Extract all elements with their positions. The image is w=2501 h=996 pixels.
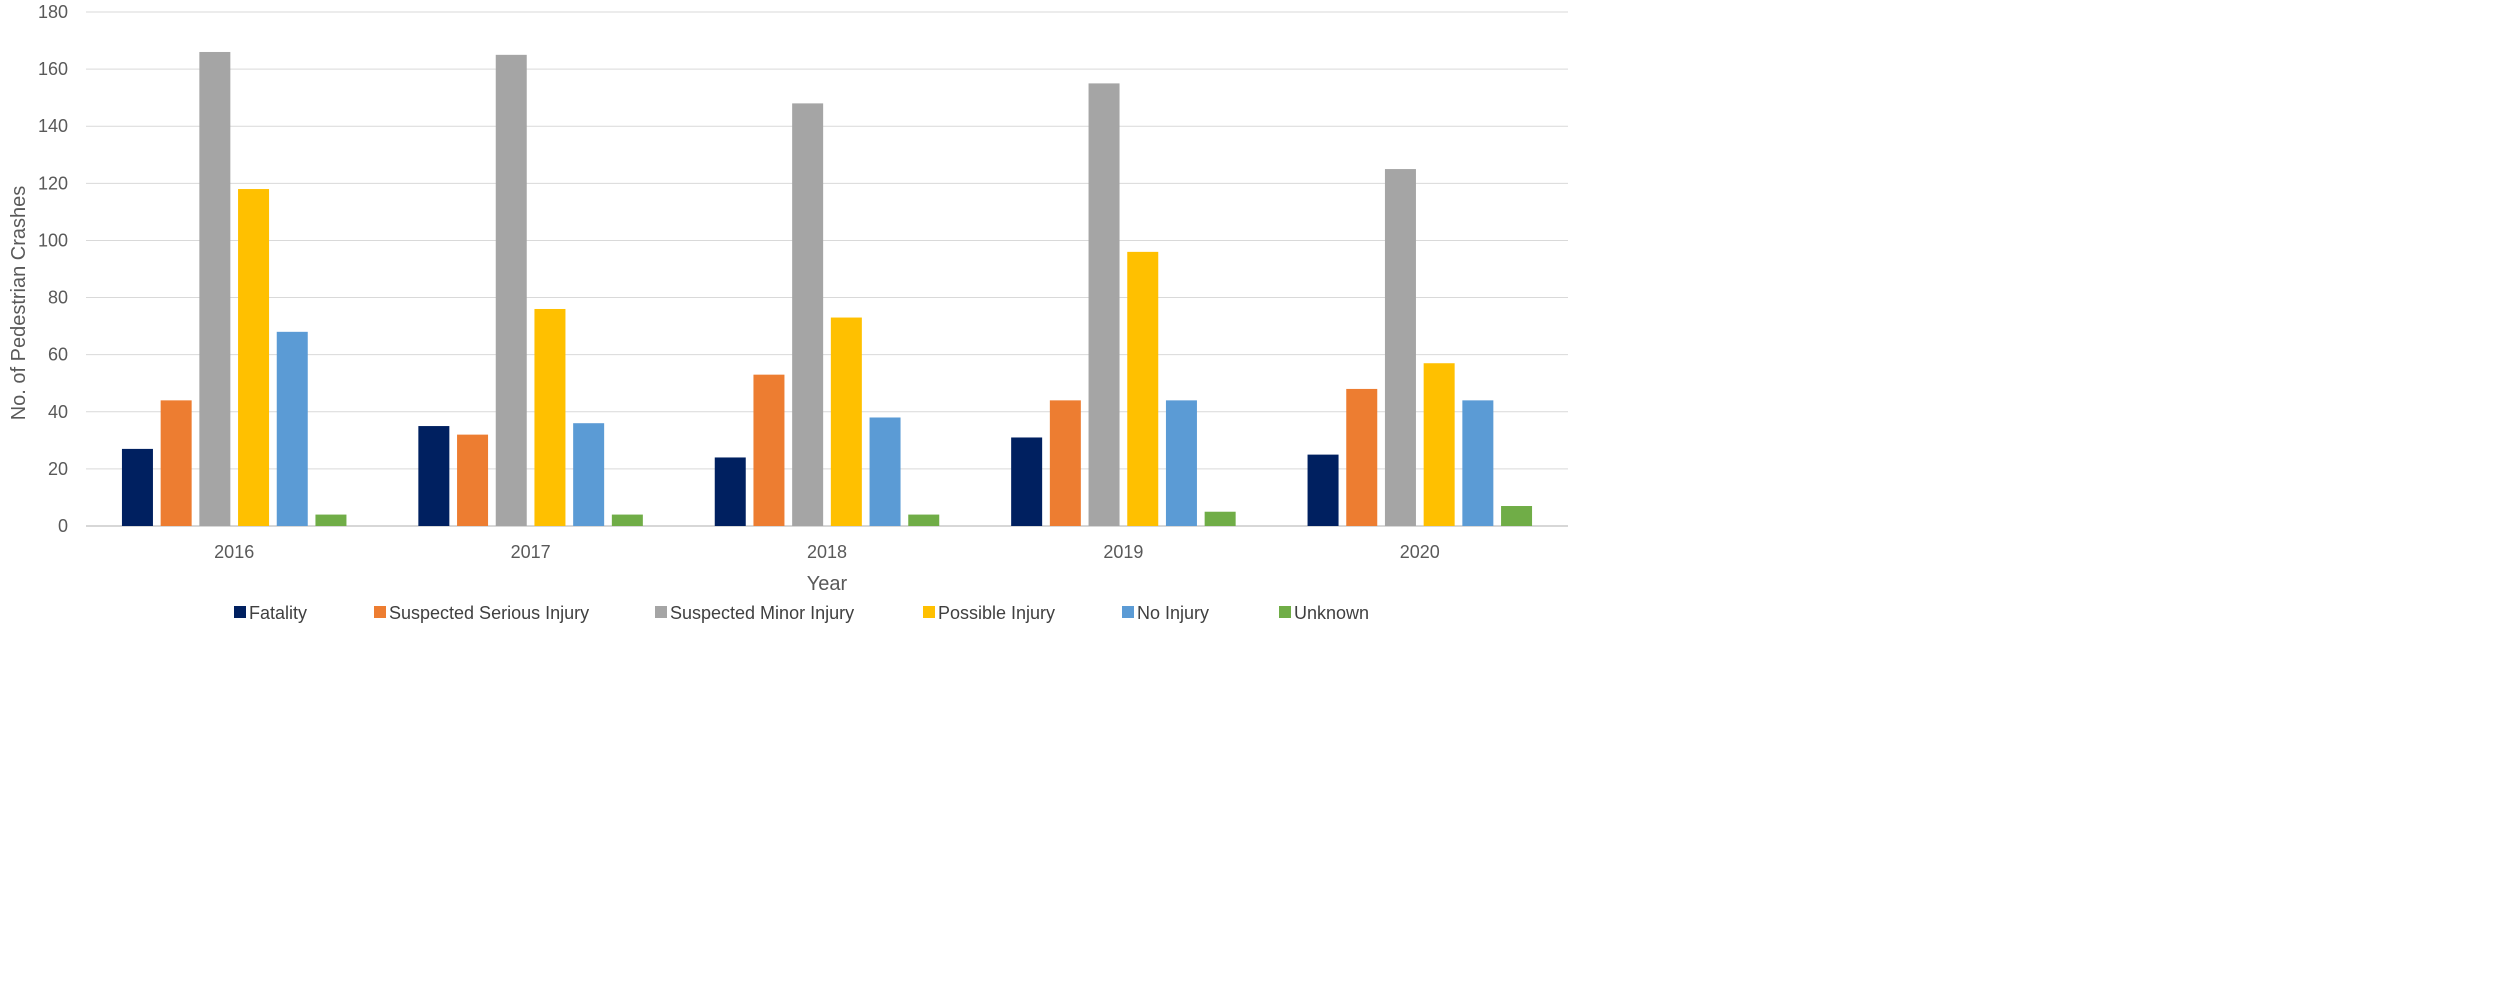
x-tick-label: 2017	[511, 542, 551, 562]
legend-swatch	[923, 606, 935, 618]
bar	[121, 448, 153, 526]
legend-swatch	[1279, 606, 1291, 618]
y-tick-label: 140	[38, 116, 68, 136]
legend-item: Suspected Minor Injury	[655, 603, 854, 623]
x-tick-label: 2016	[214, 542, 254, 562]
x-tick-label: 2020	[1400, 542, 1440, 562]
bar	[1204, 511, 1236, 526]
y-tick-label: 80	[48, 288, 68, 308]
y-axis-ticks: 0 20 40 60 80 100 120 140 160 180	[38, 2, 68, 536]
legend-label: Unknown	[1294, 603, 1369, 623]
y-tick-label: 0	[58, 516, 68, 536]
bar	[1165, 400, 1197, 526]
legend-swatch	[234, 606, 246, 618]
bar	[457, 434, 489, 526]
y-tick-label: 180	[38, 2, 68, 22]
bar	[160, 400, 192, 526]
legend-label: Possible Injury	[938, 603, 1055, 623]
bars	[121, 51, 1533, 527]
y-tick-label: 40	[48, 402, 68, 422]
legend-label: Suspected Minor Injury	[670, 603, 854, 623]
bar	[1011, 437, 1043, 526]
bar	[1384, 169, 1416, 527]
bar	[238, 189, 270, 527]
x-tick-label: 2018	[807, 542, 847, 562]
bar	[276, 331, 308, 526]
y-tick-label: 60	[48, 345, 68, 365]
bar	[1088, 83, 1120, 526]
legend-swatch	[374, 606, 386, 618]
bar	[753, 374, 785, 526]
bar	[611, 514, 643, 526]
y-tick-label: 100	[38, 230, 68, 250]
bar	[1462, 400, 1494, 526]
bar	[573, 423, 605, 526]
legend: Fatality Suspected Serious Injury Suspecte…	[234, 603, 1369, 623]
bar	[1049, 400, 1081, 526]
y-tick-label: 120	[38, 173, 68, 193]
legend-item: Possible Injury	[923, 603, 1055, 623]
bar	[418, 426, 450, 526]
legend-label: No Injury	[1137, 603, 1209, 623]
bar	[199, 51, 231, 526]
bar	[1127, 251, 1159, 526]
bar	[495, 54, 527, 526]
x-axis-title: Year	[807, 573, 848, 595]
y-tick-label: 160	[38, 59, 68, 79]
bar	[1423, 363, 1455, 526]
bar	[792, 103, 824, 526]
legend-label: Fatality	[249, 603, 307, 623]
bar	[1346, 388, 1378, 526]
legend-item: Suspected Serious Injury	[374, 603, 589, 623]
bar	[869, 417, 901, 526]
x-tick-label: 2019	[1103, 542, 1143, 562]
legend-swatch	[655, 606, 667, 618]
legend-item: Unknown	[1279, 603, 1369, 623]
bar	[534, 308, 566, 526]
legend-label: Suspected Serious Injury	[389, 603, 589, 623]
x-axis-ticks: 2016 2017 2018 2019 2020	[214, 542, 1440, 562]
legend-item: No Injury	[1122, 603, 1209, 623]
gridlines	[86, 11, 1568, 527]
bar	[315, 514, 347, 526]
bar	[1307, 454, 1339, 526]
y-axis-title: No. of Pedestrian Crashes	[8, 186, 30, 421]
bar	[714, 457, 746, 526]
bar	[908, 514, 940, 526]
legend-swatch	[1122, 606, 1134, 618]
bar	[1501, 506, 1533, 526]
legend-item: Fatality	[234, 603, 307, 623]
y-tick-label: 20	[48, 459, 68, 479]
bar	[830, 317, 862, 526]
